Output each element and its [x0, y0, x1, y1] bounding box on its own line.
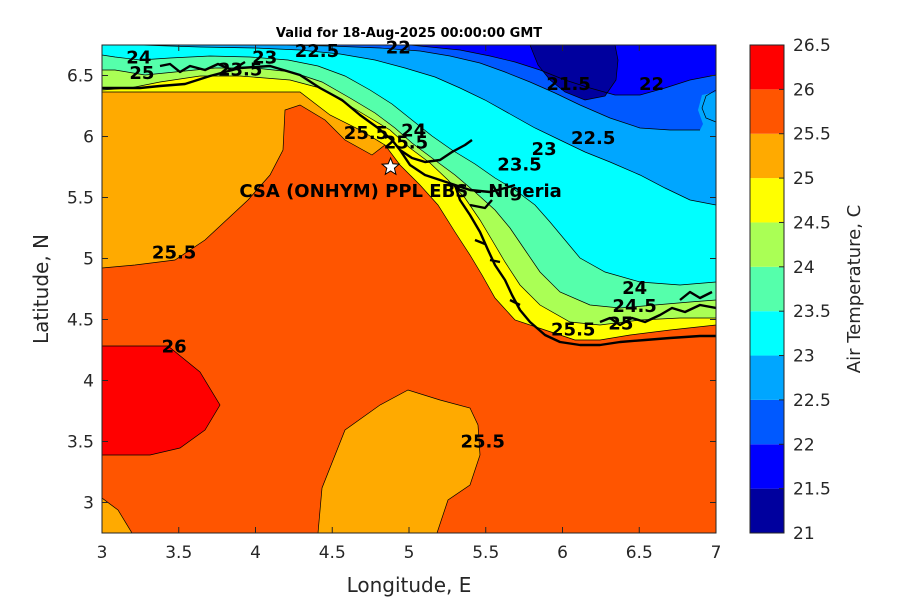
y-tick-label: 4.5: [67, 311, 94, 331]
axis-ticks: 3 3.5 4 4.5 5 5.5 6 6.5 7 3 3.5 4 4.5 5 5.5 6 6.5: [67, 45, 721, 563]
colorbar-band: [750, 311, 784, 356]
colorbar-tick-label: 23.5: [793, 302, 831, 322]
site-star-marker: [380, 156, 401, 176]
colorbar-tick-label: 25.5: [793, 125, 831, 145]
colorbar-tick-label: 22.5: [793, 391, 831, 411]
y-tick-label: 6.5: [67, 67, 94, 87]
colorbar-tick-label: 22: [793, 435, 815, 455]
contour-label: 25.5: [460, 432, 504, 453]
contour-label: 24.5: [612, 296, 656, 317]
y-tick-label: 5.5: [67, 189, 94, 209]
colorbar-band: [750, 222, 784, 267]
contour-label: 24: [126, 47, 151, 68]
colorbar-band: [750, 444, 784, 489]
contour-label: 24: [401, 121, 426, 142]
colorbar-tick-label: 21: [793, 524, 815, 544]
y-axis-label: Latitude, N: [29, 234, 53, 344]
y-tick-label: 5: [83, 250, 94, 270]
colorbar: 21 21.5 22 22.5 23 23.5 24 24.5 25 25.5 26 26.5: [749, 36, 831, 544]
contour-label: 23: [532, 139, 557, 160]
contour-label: 25.5: [551, 319, 595, 340]
colorbar-tick-label: 25: [793, 169, 815, 189]
site-annotation: CSA (ONHYM) PPL EBS - Nigeria: [239, 156, 562, 202]
colorbar-tick-label: 23: [793, 347, 815, 367]
site-label: CSA (ONHYM) PPL EBS - Nigeria: [239, 181, 561, 202]
chart-title: Valid for 18-Aug-2025 00:00:00 GMT: [276, 26, 542, 41]
contour-label: 22: [386, 38, 411, 59]
contour-label: 21.5: [546, 74, 590, 95]
contour-label: 25.5: [384, 133, 428, 154]
colorbar-frame: [749, 44, 785, 534]
contour-label: 22.5: [571, 128, 615, 149]
contour-label: 23: [252, 47, 277, 68]
x-tick-label: 7: [711, 543, 722, 563]
x-tick-label: 6: [557, 543, 568, 563]
colorbar-band: [750, 178, 784, 223]
colorbar-tick-label: 26: [793, 80, 815, 100]
contour-label: 22: [639, 74, 664, 95]
contour-label: 25: [129, 63, 154, 84]
x-axis-label: Longitude, E: [347, 573, 472, 597]
colorbar-band: [750, 89, 784, 134]
band-21: [530, 45, 618, 100]
y-tick-label: 3.5: [67, 433, 94, 453]
contour-label: 23.5: [218, 60, 262, 81]
coastline: [102, 60, 716, 347]
contour-label: 24: [622, 278, 647, 299]
contour-label: 22.5: [295, 41, 339, 62]
colorbar-tick-label: 24.5: [793, 213, 831, 233]
contour-label: 25.5: [344, 123, 388, 144]
x-tick-label: 5.5: [472, 543, 499, 563]
colorbar-band: [750, 266, 784, 312]
x-tick-label: 4: [250, 543, 261, 563]
band-25-bottom-middle: [318, 390, 480, 533]
colorbar-band: [750, 45, 784, 90]
contour-label: 25.5: [152, 243, 196, 264]
x-tick-label: 5: [404, 543, 415, 563]
band-25-upper-left: [102, 92, 385, 268]
x-tick-label: 6.5: [626, 543, 653, 563]
colorbar-band: [750, 488, 784, 533]
x-tick-label: 3.5: [165, 543, 192, 563]
colorbar-tick-label: 24: [793, 258, 815, 278]
x-tick-label: 4.5: [319, 543, 346, 563]
colorbar-tick-label: 21.5: [793, 480, 831, 500]
y-tick-label: 3: [83, 494, 94, 514]
colorbar-label: Air Temperature, C: [844, 205, 865, 373]
contour-label: 26: [162, 336, 187, 357]
band-26: [102, 346, 220, 455]
contour-lines: [102, 45, 716, 533]
band-25-bottom-left: [102, 498, 132, 533]
y-tick-label: 6: [83, 128, 94, 148]
colorbar-tick-label: 26.5: [793, 36, 831, 56]
contour-field: [102, 45, 716, 533]
colorbar-band: [750, 355, 784, 400]
contour-label: 25: [608, 313, 633, 334]
contour-label: 23.5: [497, 155, 541, 176]
colorbar-band: [750, 399, 784, 445]
y-tick-label: 4: [83, 372, 94, 392]
colorbar-band: [750, 133, 784, 179]
x-tick-label: 3: [97, 543, 108, 563]
